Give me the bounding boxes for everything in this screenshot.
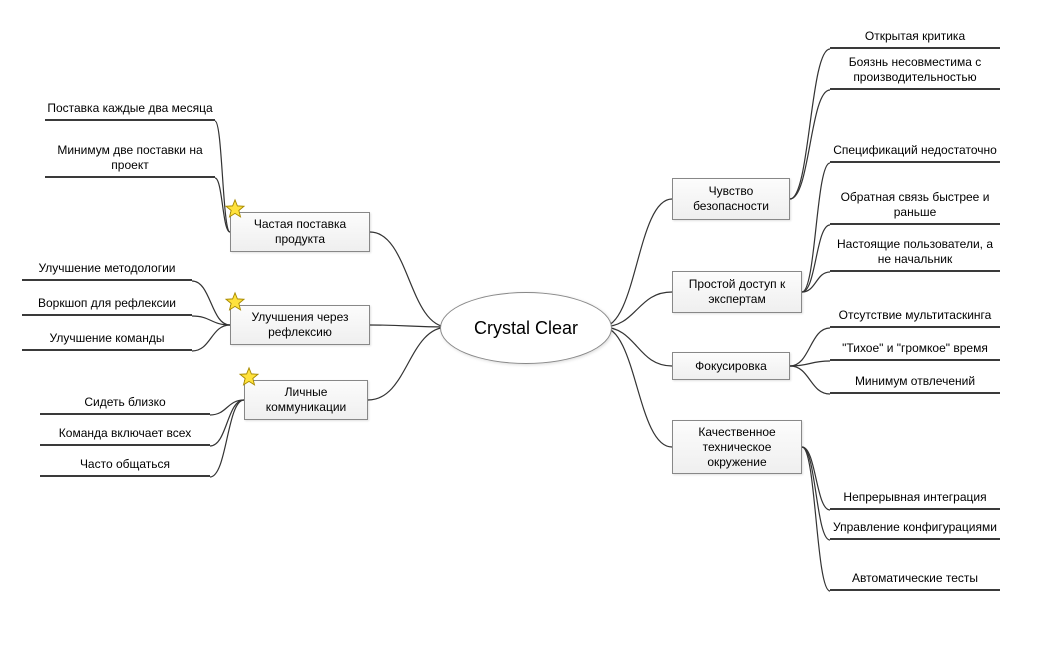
leaf-label: Обратная связь быстрее и раньше	[841, 190, 990, 219]
leaf-label: Непрерывная интеграция	[843, 490, 986, 504]
leaf-label: Автоматические тесты	[852, 571, 978, 585]
leaf: "Тихое" и "громкое" время	[830, 341, 1000, 361]
leaf-label: Воркшоп для рефлексии	[38, 296, 176, 310]
leaf-label: Улучшение команды	[50, 331, 165, 345]
leaf-label: Отсутствие мультитаскинга	[839, 308, 992, 322]
branch-safety: Чувство безопасности	[672, 178, 790, 220]
leaf: Отсутствие мультитаскинга	[830, 308, 1000, 328]
leaf: Воркшоп для рефлексии	[22, 296, 192, 316]
leaf-label: Улучшение методологии	[38, 261, 175, 275]
central-topic: Crystal Clear	[440, 292, 612, 364]
branch-label: Качественное техническое окружение	[681, 425, 793, 470]
leaf: Настоящие пользователи, а не начальник	[830, 237, 1000, 272]
leaf: Открытая критика	[830, 29, 1000, 49]
leaf: Улучшение методологии	[22, 261, 192, 281]
leaf: Часто общаться	[40, 457, 210, 477]
leaf: Команда включает всех	[40, 426, 210, 446]
leaf: Улучшение команды	[22, 331, 192, 351]
star-icon	[224, 291, 246, 313]
branch-communication: Личные коммуникации	[244, 380, 368, 420]
leaf: Минимум отвлечений	[830, 374, 1000, 394]
star-icon	[238, 366, 260, 388]
leaf-label: Минимум отвлечений	[855, 374, 975, 388]
leaf-label: Сидеть близко	[84, 395, 165, 409]
branch-label: Улучшения через рефлексию	[239, 310, 361, 340]
leaf-label: Боязнь несовместима с производительность…	[849, 55, 982, 84]
branch-reflection: Улучшения через рефлексию	[230, 305, 370, 345]
branch-delivery: Частая поставка продукта	[230, 212, 370, 252]
star-icon	[224, 198, 246, 220]
leaf-label: Часто общаться	[80, 457, 170, 471]
leaf: Обратная связь быстрее и раньше	[830, 190, 1000, 225]
branch-focus: Фокусировка	[672, 352, 790, 380]
leaf: Боязнь несовместима с производительность…	[830, 55, 1000, 90]
leaf-label: Управление конфигурациями	[833, 520, 997, 534]
leaf-label: Команда включает всех	[59, 426, 191, 440]
leaf-label: Настоящие пользователи, а не начальник	[837, 237, 993, 266]
leaf: Минимум две поставки на проект	[45, 143, 215, 178]
leaf-label: Открытая критика	[865, 29, 965, 43]
leaf: Непрерывная интеграция	[830, 490, 1000, 510]
branch-label: Чувство безопасности	[681, 184, 781, 214]
branch-label: Фокусировка	[695, 359, 767, 374]
mindmap-canvas: Crystal Clear Частая поставка продукта Пос…	[0, 0, 1041, 645]
central-topic-label: Crystal Clear	[474, 318, 578, 339]
branch-experts: Простой доступ к экспертам	[672, 271, 802, 313]
leaf: Спецификаций недостаточно	[830, 143, 1000, 163]
leaf: Управление конфигурациями	[830, 520, 1000, 540]
branch-label: Частая поставка продукта	[239, 217, 361, 247]
leaf-label: Поставка каждые два месяца	[47, 101, 212, 115]
leaf-label: Минимум две поставки на проект	[57, 143, 202, 172]
branch-label: Простой доступ к экспертам	[681, 277, 793, 307]
branch-label: Личные коммуникации	[253, 385, 359, 415]
branch-env: Качественное техническое окружение	[672, 420, 802, 474]
leaf: Автоматические тесты	[830, 571, 1000, 591]
leaf: Сидеть близко	[40, 395, 210, 415]
leaf-label: "Тихое" и "громкое" время	[842, 341, 988, 355]
leaf: Поставка каждые два месяца	[45, 101, 215, 121]
leaf-label: Спецификаций недостаточно	[833, 143, 997, 157]
